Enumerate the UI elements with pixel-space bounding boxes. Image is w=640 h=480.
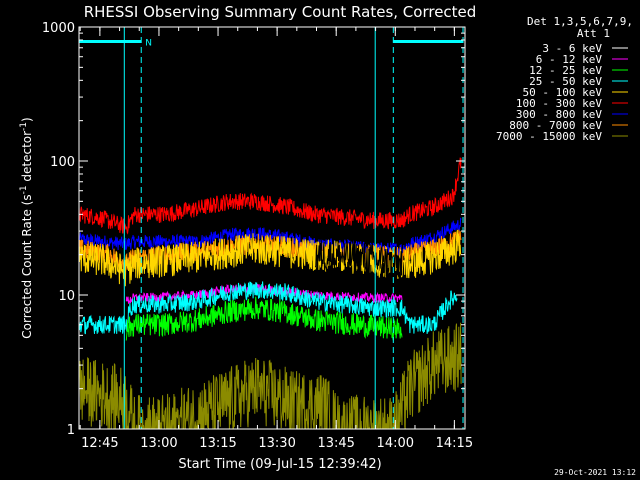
legend-header-line: Att 1 <box>577 27 610 40</box>
x-tick-label: 13:00 <box>140 436 177 451</box>
series-line-12-25keV <box>125 296 403 341</box>
x-tick-label: 14:15 <box>436 436 473 451</box>
legend-label: 6 - 12 keV <box>536 53 603 66</box>
y-axis-label: Corrected Count Rate (s-1 detector-1) <box>19 117 34 338</box>
legend-label: 50 - 100 keV <box>523 86 603 99</box>
legend-label: 7000 - 15000 keV <box>496 130 602 143</box>
y-tick-label: 1 <box>67 423 75 438</box>
chart-title: RHESSI Observing Summary Count Rates, Co… <box>84 3 477 21</box>
series-line-3-6keV <box>314 239 403 280</box>
legend-label: 12 - 25 keV <box>529 64 602 77</box>
x-tick-label: 14:00 <box>377 436 414 451</box>
y-tick-label: 10 <box>58 289 75 304</box>
legend-label: 25 - 50 keV <box>529 75 602 88</box>
flag-label: N <box>145 38 152 48</box>
series-line-25-50keV <box>79 281 458 335</box>
x-tick-label: 13:45 <box>317 436 354 451</box>
legend-label: 3 - 6 keV <box>542 42 602 55</box>
x-tick-label: 12:45 <box>81 436 118 451</box>
plot-area: N <box>79 27 464 429</box>
y-axis-label-part: detector <box>20 131 34 186</box>
y-tick-label: 100 <box>50 155 75 170</box>
legend-header-line: Det 1,3,5,6,7,9, <box>527 15 633 28</box>
legend-label: 300 - 800 keV <box>516 108 602 121</box>
legend-label: 100 - 300 keV <box>516 97 602 110</box>
y-axis-label-part: Corrected Count Rate (s <box>20 194 34 338</box>
x-tick-label: 13:15 <box>199 436 236 451</box>
series-line-6-12keV <box>125 283 403 304</box>
y-axis-label-part: ) <box>20 117 34 122</box>
y-tick-label: 1000 <box>42 21 75 36</box>
series-line-100-300keV <box>79 157 462 235</box>
x-axis-label: Start Time (09-Jul-15 12:39:42) <box>178 457 381 472</box>
y-axis-label-sup: -1 <box>19 122 29 131</box>
x-tick-label: 13:30 <box>258 436 295 451</box>
footer-timestamp: 29-Oct-2021 13:12 <box>554 468 636 477</box>
y-axis-label-sup: -1 <box>19 185 29 194</box>
series-line-800-7000keV <box>79 229 462 273</box>
series-line-7000-15000keV <box>79 322 462 429</box>
axes: 1 10 100 1000 12:45 13:00 13:15 13:30 13:45 14:00… <box>42 21 473 451</box>
legend-label: 800 - 7000 keV <box>509 119 602 132</box>
plot-frame <box>78 26 466 430</box>
